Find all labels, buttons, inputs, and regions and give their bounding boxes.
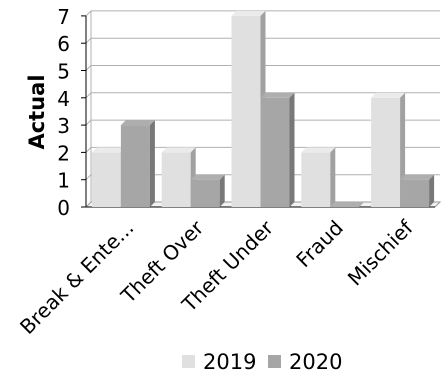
legend-swatch bbox=[182, 355, 195, 368]
bar-top bbox=[161, 147, 196, 153]
y-tick-label: 3 bbox=[57, 114, 70, 138]
bar bbox=[371, 97, 401, 207]
bar-top bbox=[231, 10, 266, 16]
bar-top bbox=[371, 92, 406, 98]
gridline-diag bbox=[85, 37, 92, 44]
bar bbox=[231, 15, 261, 208]
gridline-diag bbox=[85, 174, 92, 181]
bar bbox=[400, 179, 430, 207]
gridline-diag bbox=[85, 65, 92, 71]
bar-top bbox=[301, 147, 336, 153]
bar bbox=[120, 125, 150, 207]
y-tick-label: 7 bbox=[57, 5, 70, 29]
legend-swatch bbox=[268, 355, 281, 368]
bar bbox=[161, 152, 191, 207]
y-tick-label: 2 bbox=[57, 141, 70, 165]
y-tick-label: 5 bbox=[57, 60, 70, 84]
gridline-diag bbox=[85, 119, 92, 126]
bar-top bbox=[330, 202, 365, 207]
legend-label: 2019 bbox=[203, 350, 256, 374]
y-tick-label: 1 bbox=[57, 169, 70, 193]
bar bbox=[301, 152, 331, 207]
bar-top bbox=[91, 147, 126, 153]
y-tick-label: 0 bbox=[57, 196, 70, 220]
bar-side bbox=[289, 92, 295, 207]
y-axis-ticks: 0 1 2 3 4 5 6 7 bbox=[57, 5, 86, 220]
x-tick-label: Fraud bbox=[291, 216, 348, 273]
x-tick-label: Break & Ente... bbox=[15, 216, 138, 339]
bar-side bbox=[330, 147, 336, 207]
legend: 2019 2020 bbox=[182, 350, 342, 374]
bar-top bbox=[120, 120, 155, 126]
legend-label: 2020 bbox=[289, 350, 342, 374]
bar-top bbox=[260, 92, 295, 98]
bar bbox=[260, 97, 290, 207]
bar-side bbox=[429, 174, 435, 207]
bar-top bbox=[190, 174, 225, 180]
y-tick-label: 4 bbox=[57, 87, 70, 111]
bar bbox=[91, 152, 121, 207]
x-tick-label: Mischief bbox=[343, 215, 418, 290]
gridline-diag bbox=[85, 147, 92, 153]
gridline-diag bbox=[85, 92, 92, 99]
y-axis-label: Actual bbox=[25, 74, 49, 149]
bar bbox=[190, 179, 220, 207]
bar-side bbox=[149, 120, 155, 207]
gridline-diag bbox=[85, 10, 92, 17]
y-tick-label: 6 bbox=[57, 32, 70, 56]
bars bbox=[91, 10, 435, 208]
bar-top bbox=[400, 174, 435, 180]
bar-side bbox=[219, 174, 225, 207]
